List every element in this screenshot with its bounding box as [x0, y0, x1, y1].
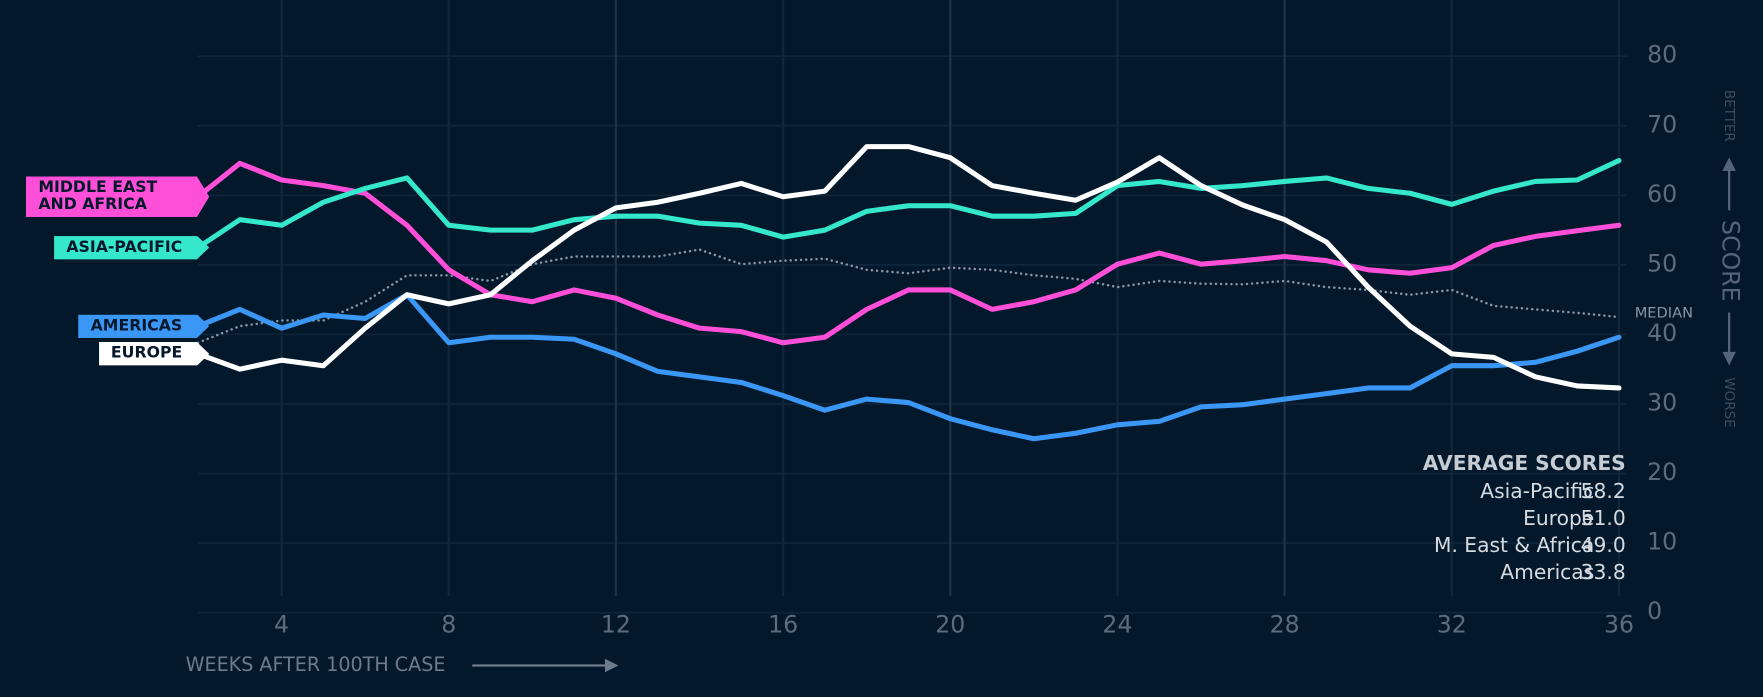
- series-line: [196, 248, 1621, 345]
- y-tick-label: 30: [1647, 389, 1677, 417]
- up-arrow: [1722, 157, 1736, 171]
- average-name: M. East & Africa: [1434, 533, 1594, 557]
- series-line: [195, 144, 1622, 391]
- series-line: [195, 292, 1622, 442]
- legend-label: ASIA-PACIFIC: [54, 236, 209, 260]
- x-tick-label: 8: [441, 611, 456, 639]
- average-value: 49.0: [1581, 533, 1626, 557]
- y-tick-label: 70: [1647, 110, 1677, 138]
- legend: AMERICAS MIDDLE EAST AND AFRICA ASIA-PACIF…: [0, 157, 209, 393]
- y-axis-label: SCORE: [1717, 220, 1745, 301]
- y-tick-label: 60: [1647, 180, 1677, 208]
- y-tick-label: 10: [1647, 528, 1677, 556]
- median-label: MEDIAN: [1635, 305, 1693, 322]
- x-axis-arrowhead: [604, 658, 619, 673]
- legend-label: AMERICAS: [78, 314, 209, 338]
- average-name: Americas: [1500, 560, 1594, 584]
- y-tick-label: 50: [1647, 249, 1677, 277]
- y-tick-label: 80: [1647, 41, 1677, 69]
- y-tick-label: 20: [1647, 458, 1677, 486]
- series-line: [195, 158, 1622, 251]
- legend-item: MIDDLE EAST AND AFRICA: [0, 157, 209, 236]
- legend-item: AMERICAS: [0, 287, 209, 366]
- legend-tag: ASIA-PACIFIC: [0, 208, 209, 287]
- x-tick-label: 32: [1437, 611, 1467, 639]
- legend-item: EUROPE: [0, 315, 209, 394]
- x-tick-label: 36: [1604, 611, 1634, 639]
- average-name: Europe: [1523, 506, 1594, 530]
- average-value: 51.0: [1581, 506, 1626, 530]
- x-tick-label: 12: [601, 611, 631, 639]
- y-tick-label: 40: [1647, 319, 1677, 347]
- x-tick-label: 28: [1270, 611, 1300, 639]
- average-value: 33.8: [1581, 560, 1626, 584]
- legend-tag: AMERICAS: [0, 287, 209, 366]
- legend-label: EUROPE: [99, 342, 210, 366]
- series-line: [195, 160, 1622, 346]
- legend-item: ASIA-PACIFIC: [0, 208, 209, 287]
- x-tick-label: 4: [274, 611, 289, 639]
- x-tick-label: 16: [768, 611, 798, 639]
- average-value: 58.2: [1581, 479, 1626, 503]
- legend-tag: EUROPE: [0, 315, 209, 394]
- y-annotation-top: BETTER: [1721, 90, 1737, 142]
- lines: MEDIAN: [195, 144, 1693, 442]
- average-name: Asia-Pacific: [1480, 479, 1594, 503]
- y-annotation-bottom: WORSE: [1721, 377, 1737, 427]
- x-tick-label: 24: [1102, 611, 1132, 639]
- down-arrow: [1722, 351, 1736, 366]
- x-axis-label: WEEKS AFTER 100TH CASE: [186, 653, 446, 676]
- legend-label: MIDDLE EAST AND AFRICA: [26, 176, 209, 217]
- y-tick-label: 0: [1647, 597, 1662, 625]
- average-scores-title: AVERAGE SCORES: [1423, 451, 1626, 475]
- legend-tag: MIDDLE EAST AND AFRICA: [0, 157, 209, 236]
- x-tick-label: 20: [935, 611, 965, 639]
